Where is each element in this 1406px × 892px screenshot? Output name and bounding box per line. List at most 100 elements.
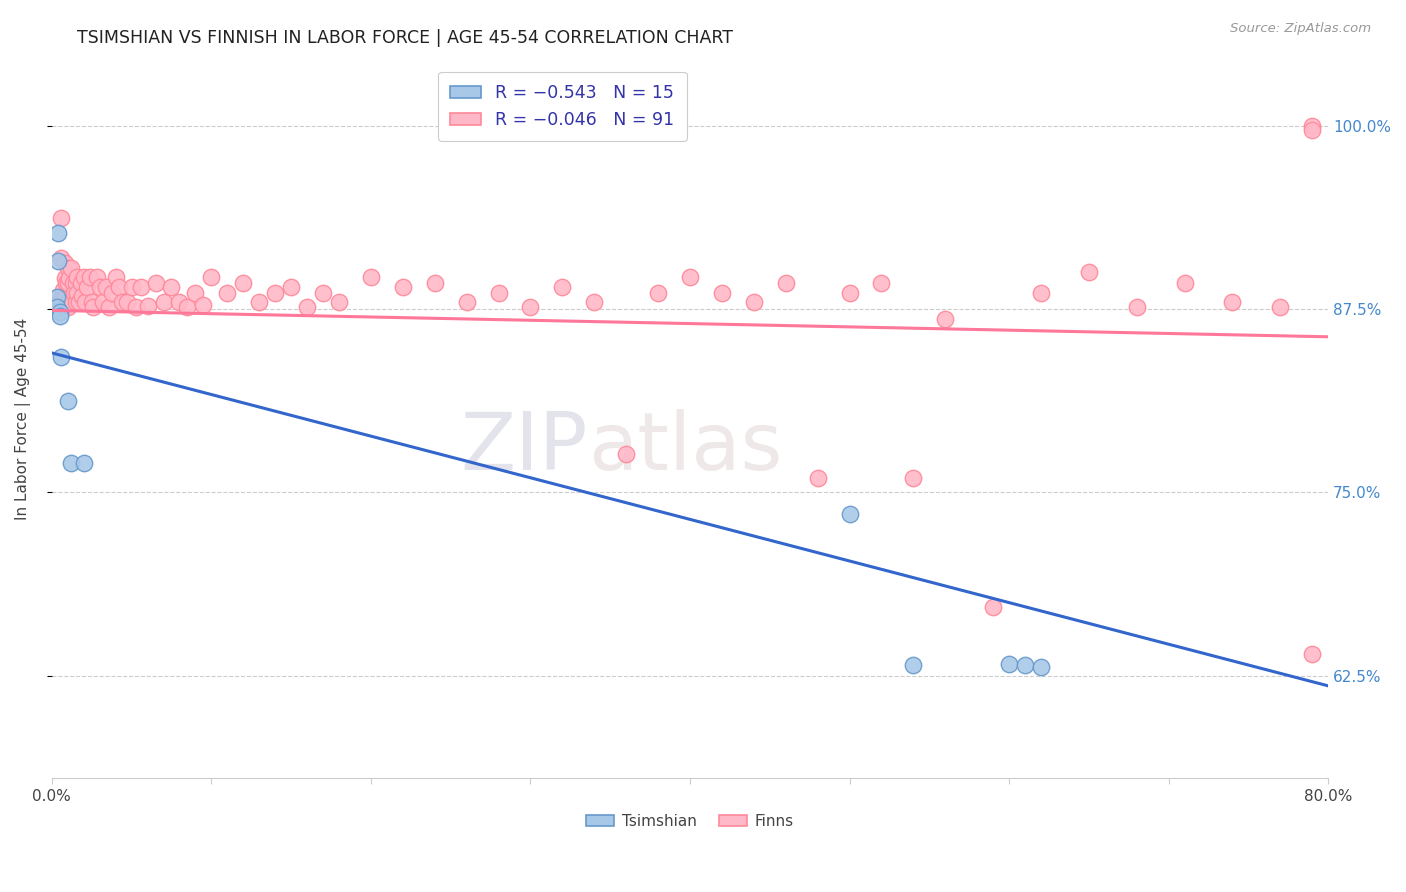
Point bbox=[152, 294, 174, 309]
Point bbox=[46, 290, 69, 304]
Point bbox=[59, 456, 82, 470]
Point bbox=[328, 294, 350, 309]
Point bbox=[49, 310, 72, 324]
Point bbox=[46, 226, 69, 240]
Point bbox=[1222, 294, 1244, 309]
Point bbox=[981, 599, 1004, 614]
Point bbox=[519, 301, 541, 315]
Text: TSIMSHIAN VS FINNISH IN LABOR FORCE | AGE 45-54 CORRELATION CHART: TSIMSHIAN VS FINNISH IN LABOR FORCE | AG… bbox=[77, 29, 734, 47]
Point bbox=[129, 280, 152, 294]
Point bbox=[838, 508, 860, 522]
Point bbox=[65, 276, 87, 290]
Point bbox=[551, 280, 574, 294]
Point bbox=[998, 657, 1021, 671]
Point bbox=[169, 294, 191, 309]
Point bbox=[58, 271, 80, 285]
Point bbox=[86, 269, 108, 284]
Point bbox=[51, 251, 73, 265]
Point bbox=[775, 276, 797, 290]
Point bbox=[56, 260, 79, 275]
Point bbox=[46, 253, 69, 268]
Point bbox=[280, 280, 302, 294]
Point bbox=[264, 285, 287, 300]
Point bbox=[160, 280, 183, 294]
Point bbox=[1029, 285, 1052, 300]
Point bbox=[49, 294, 72, 309]
Point bbox=[79, 269, 101, 284]
Point bbox=[94, 280, 117, 294]
Point bbox=[903, 658, 925, 673]
Point bbox=[111, 294, 134, 309]
Point bbox=[312, 285, 335, 300]
Point bbox=[45, 290, 67, 304]
Point bbox=[58, 294, 80, 309]
Point bbox=[55, 301, 77, 315]
Y-axis label: In Labor Force | Age 45-54: In Labor Force | Age 45-54 bbox=[15, 318, 31, 520]
Point bbox=[647, 285, 669, 300]
Legend: Tsimshian, Finns: Tsimshian, Finns bbox=[581, 808, 800, 835]
Point bbox=[66, 269, 89, 284]
Point bbox=[51, 211, 73, 225]
Point bbox=[56, 394, 79, 409]
Point bbox=[75, 294, 97, 309]
Point bbox=[1125, 301, 1147, 315]
Point bbox=[59, 260, 82, 275]
Point bbox=[903, 470, 925, 484]
Point bbox=[456, 294, 478, 309]
Point bbox=[65, 294, 87, 309]
Point bbox=[1014, 658, 1036, 673]
Point bbox=[1301, 123, 1323, 137]
Point bbox=[53, 271, 76, 285]
Point bbox=[679, 269, 702, 284]
Point bbox=[1301, 119, 1323, 133]
Point bbox=[360, 269, 382, 284]
Point bbox=[1301, 647, 1323, 661]
Point bbox=[838, 285, 860, 300]
Point bbox=[76, 280, 98, 294]
Point bbox=[101, 285, 124, 300]
Point bbox=[51, 351, 73, 365]
Point bbox=[45, 301, 67, 315]
Point bbox=[1029, 659, 1052, 673]
Point bbox=[52, 292, 75, 306]
Point bbox=[217, 285, 239, 300]
Point bbox=[91, 294, 114, 309]
Point bbox=[89, 280, 111, 294]
Point bbox=[247, 294, 270, 309]
Point bbox=[193, 297, 215, 311]
Point bbox=[62, 276, 84, 290]
Point bbox=[232, 276, 254, 290]
Point bbox=[121, 280, 143, 294]
Point bbox=[56, 276, 79, 290]
Point bbox=[55, 276, 77, 290]
Point bbox=[710, 285, 733, 300]
Point bbox=[870, 276, 893, 290]
Point bbox=[136, 299, 159, 313]
Point bbox=[56, 301, 79, 315]
Point bbox=[145, 276, 167, 290]
Text: ZIP: ZIP bbox=[461, 409, 588, 487]
Point bbox=[1173, 276, 1195, 290]
Point bbox=[80, 294, 103, 309]
Point bbox=[98, 301, 121, 315]
Point bbox=[295, 301, 318, 315]
Point bbox=[63, 285, 86, 300]
Point bbox=[67, 294, 90, 309]
Point bbox=[52, 283, 75, 297]
Point bbox=[108, 280, 131, 294]
Point bbox=[184, 285, 207, 300]
Point bbox=[583, 294, 606, 309]
Point bbox=[423, 276, 446, 290]
Text: atlas: atlas bbox=[588, 409, 782, 487]
Point bbox=[115, 294, 138, 309]
Point bbox=[73, 269, 96, 284]
Point bbox=[807, 470, 830, 484]
Point bbox=[53, 256, 76, 270]
Point bbox=[1077, 265, 1099, 279]
Point bbox=[104, 269, 127, 284]
Point bbox=[70, 289, 93, 303]
Point bbox=[200, 269, 222, 284]
Point bbox=[391, 280, 413, 294]
Point bbox=[176, 301, 198, 315]
Point bbox=[66, 285, 89, 300]
